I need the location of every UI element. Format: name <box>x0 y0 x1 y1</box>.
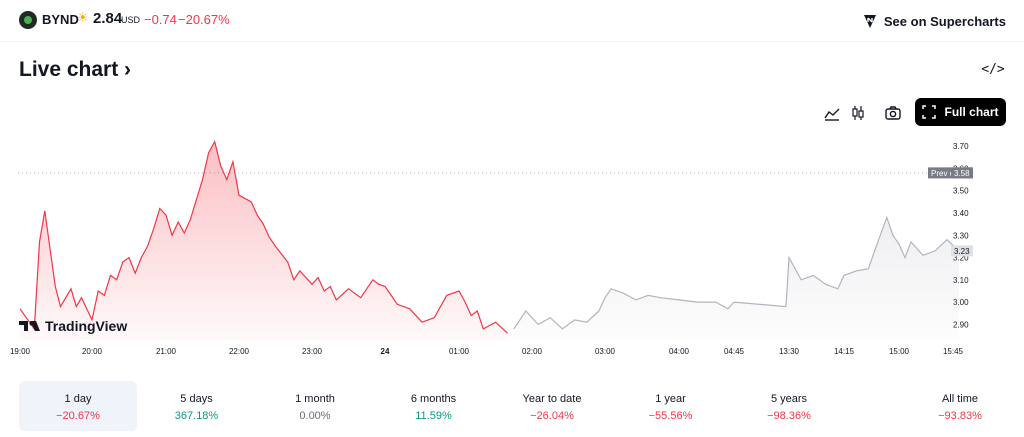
period-change: 11.59% <box>415 410 452 422</box>
period-label: 6 months <box>410 393 457 405</box>
period-option[interactable]: 5 days 367.18% <box>138 381 256 431</box>
period-label: Year to date <box>522 393 582 405</box>
period-label: 1 day <box>64 393 92 405</box>
y-tick-label: 2.90 <box>953 320 969 329</box>
market-session-sun-icon: ☀ <box>77 10 89 25</box>
tradingview-logo-icon <box>19 321 40 331</box>
last-price-tag: 3.23 <box>951 245 973 257</box>
period-option[interactable]: Year to date −26.04% <box>493 381 611 431</box>
x-tick-label: 03:00 <box>595 347 616 356</box>
period-option[interactable]: 6 months 11.59% <box>375 381 493 431</box>
live-chart-title-link[interactable]: Live chart › <box>19 58 131 82</box>
x-tick-label: 24 <box>381 347 390 356</box>
area-chart-style-button[interactable] <box>820 101 844 125</box>
prev-close-tag: Prev close 3.58 <box>928 167 973 179</box>
full-chart-label: Full chart <box>944 105 999 119</box>
area-chart-icon <box>824 108 840 121</box>
full-chart-button[interactable]: Full chart <box>915 98 1006 126</box>
x-tick-label: 15:45 <box>943 347 964 356</box>
period-option[interactable]: 1 year −55.56% <box>612 381 730 431</box>
x-tick-label: 13:30 <box>779 347 800 356</box>
x-tick-label: 23:00 <box>302 347 323 356</box>
x-tick-label: 04:00 <box>669 347 690 356</box>
x-tick-label: 14:15 <box>834 347 855 356</box>
x-tick-label: 15:00 <box>889 347 910 356</box>
candles-icon <box>852 106 864 120</box>
period-option[interactable]: 5 years −98.36% <box>730 381 848 431</box>
page-title: Live chart <box>19 58 119 81</box>
see-on-supercharts-link[interactable]: See on Supercharts <box>862 10 1006 32</box>
period-change: 367.18% <box>174 410 219 422</box>
price-chart[interactable]: 3.703.603.503.403.303.203.103.002.90 19:… <box>0 135 1024 365</box>
period-change: −55.56% <box>648 410 693 422</box>
last-price: 2.84 <box>93 10 123 27</box>
tradingview-brand: TradingView <box>45 318 127 334</box>
period-change: −98.36% <box>767 410 811 422</box>
price-change-percent: −20.67% <box>178 12 230 27</box>
candles-chart-style-button[interactable] <box>846 101 870 125</box>
ticker-symbol[interactable]: BYND <box>42 12 79 27</box>
code-brackets-icon: </> <box>981 61 1005 77</box>
period-change: 0.00% <box>299 410 331 422</box>
y-tick-label: 3.50 <box>953 187 969 196</box>
y-tick-label: 3.70 <box>953 142 969 151</box>
x-tick-label: 02:00 <box>522 347 543 356</box>
symbol-header: BYND ☀ 2.84 USD −0.74 −20.67% See on Sup… <box>0 0 1024 42</box>
currency-label: USD <box>121 15 141 25</box>
tradingview-watermark: TradingView <box>19 318 127 334</box>
fullscreen-icon <box>922 105 937 119</box>
period-change: −26.04% <box>530 410 574 422</box>
chevron-right-icon: › <box>118 58 132 81</box>
extended-price-line <box>513 215 960 330</box>
snapshot-button[interactable] <box>881 101 905 125</box>
period-change: −93.83% <box>938 410 982 422</box>
embed-code-button[interactable]: </> <box>981 58 1005 80</box>
y-tick-label: 3.40 <box>953 209 969 218</box>
period-label: 5 years <box>770 393 808 405</box>
supercharts-logo-icon <box>863 15 876 28</box>
session-price-line <box>19 140 509 334</box>
x-axis: 19:00 20:00 21:00 22:00 23:00 24 01:00 02:00 03:… <box>10 347 964 356</box>
supercharts-label: See on Supercharts <box>883 13 1006 29</box>
y-tick-label: 3.30 <box>953 231 969 240</box>
period-option[interactable]: 1 day −20.67% <box>19 381 137 431</box>
session-area-fill <box>20 141 508 340</box>
period-option[interactable]: 1 month 0.00% <box>256 381 374 431</box>
x-tick-label: 21:00 <box>156 347 177 356</box>
period-option[interactable]: All time −93.83% <box>915 381 1005 431</box>
period-selector: 1 day −20.67% 5 days 367.18% 1 month 0.00% 6 m… <box>19 381 1005 433</box>
camera-icon <box>885 106 901 120</box>
prev-close-label: Prev close <box>931 169 969 178</box>
period-label: 5 days <box>180 393 213 405</box>
x-tick-label: 01:00 <box>449 347 470 356</box>
period-label: 1 month <box>295 393 335 405</box>
company-logo <box>19 11 37 29</box>
y-tick-label: 3.20 <box>953 254 969 263</box>
y-tick-label: 3.10 <box>953 276 969 285</box>
x-tick-label: 19:00 <box>10 347 31 356</box>
period-change: −20.67% <box>56 410 100 422</box>
period-label: All time <box>941 393 979 405</box>
x-tick-label: 22:00 <box>229 347 250 356</box>
extended-area-fill <box>513 217 959 340</box>
x-tick-label: 04:45 <box>724 347 745 356</box>
period-label: 1 year <box>655 393 686 405</box>
y-tick-label: 3.00 <box>953 298 969 307</box>
last-price-value: 3.23 <box>954 247 970 256</box>
prev-close-value: 3.58 <box>954 169 970 178</box>
x-tick-label: 20:00 <box>82 347 103 356</box>
price-change: −0.74 <box>144 12 177 27</box>
